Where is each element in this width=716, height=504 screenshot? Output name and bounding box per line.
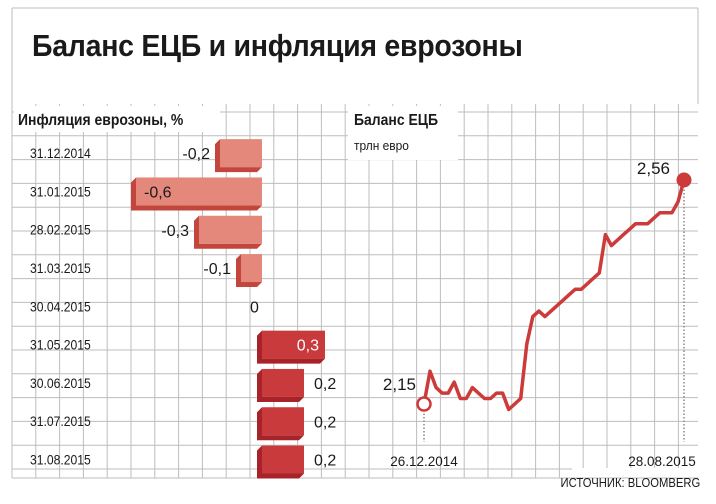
bar-depth — [257, 445, 304, 479]
bar-category-label: 30.04.2015 — [30, 299, 91, 315]
balance-chart-title: Баланс ЕЦБ — [354, 112, 438, 129]
bar-category-label: 31.07.2015 — [30, 414, 91, 430]
bar-category-label: 31.12.2014 — [30, 146, 91, 162]
bar-depth — [257, 330, 325, 364]
bar — [136, 177, 262, 206]
source-note: ИСТОЧНИК: BLOOMBERG — [560, 476, 700, 490]
bar-depth — [236, 254, 262, 288]
bar-depth — [257, 368, 304, 402]
bar-value-label: -0,6 — [144, 184, 172, 201]
bar-category-label: 30.06.2015 — [30, 375, 91, 391]
page-title: Баланс ЕЦБ и инфляция еврозоны — [32, 28, 523, 63]
end-value-label: 2,56 — [637, 159, 670, 178]
balance-chart-unit: трлн евро — [354, 138, 409, 153]
inflation-title-backdrop — [14, 106, 220, 132]
bar — [220, 139, 262, 168]
bar-depth — [215, 139, 262, 173]
start-value-label: 2,15 — [383, 375, 416, 394]
bar — [262, 407, 304, 436]
bar-value-label: 0 — [250, 299, 259, 316]
bar-depth — [194, 215, 262, 249]
bar-value-label: 0,3 — [297, 338, 319, 355]
balance-series-line — [422, 178, 686, 412]
bar-value-label: -0,2 — [182, 146, 210, 163]
x-tick-label: 26.12.2014 — [390, 454, 458, 469]
inflation-chart-title: Инфляция еврозоны, % — [18, 112, 184, 129]
bar — [262, 330, 325, 359]
grid — [11, 7, 702, 490]
ecb-balance-line-chart: 2,15 2,56 26.12.2014 28.08.2015 — [383, 159, 696, 469]
bar-category-label: 28.02.2015 — [30, 222, 91, 238]
bar-category-label: 31.08.2015 — [30, 452, 91, 468]
bar-value-label: 0,2 — [314, 453, 336, 470]
bar-category-label: 31.05.2015 — [30, 337, 91, 353]
bar-depth — [131, 177, 262, 211]
bar-value-label: 0,2 — [314, 376, 336, 393]
bar — [241, 254, 262, 283]
x-tick-label: 28.08.2015 — [628, 454, 696, 469]
inflation-bar-chart: 31.12.2014 -0,2 31.01.2015 -0,6 28.02.2015 -0… — [30, 139, 336, 479]
bar-value-label: 0,2 — [314, 414, 336, 431]
bar-value-label: -0,3 — [161, 223, 189, 240]
bar — [262, 445, 304, 474]
bar-category-label: 31.03.2015 — [30, 260, 91, 276]
bar-category-label: 31.01.2015 — [30, 184, 91, 200]
bar-depth — [257, 407, 304, 441]
balance-title-backdrop — [348, 106, 458, 160]
bar-value-label: -0,1 — [203, 261, 231, 278]
end-point-marker — [676, 172, 692, 188]
source-backdrop — [572, 468, 702, 490]
title-backdrop — [26, 22, 562, 72]
bar — [199, 215, 262, 244]
bar — [262, 368, 304, 397]
start-point-marker — [416, 396, 432, 412]
